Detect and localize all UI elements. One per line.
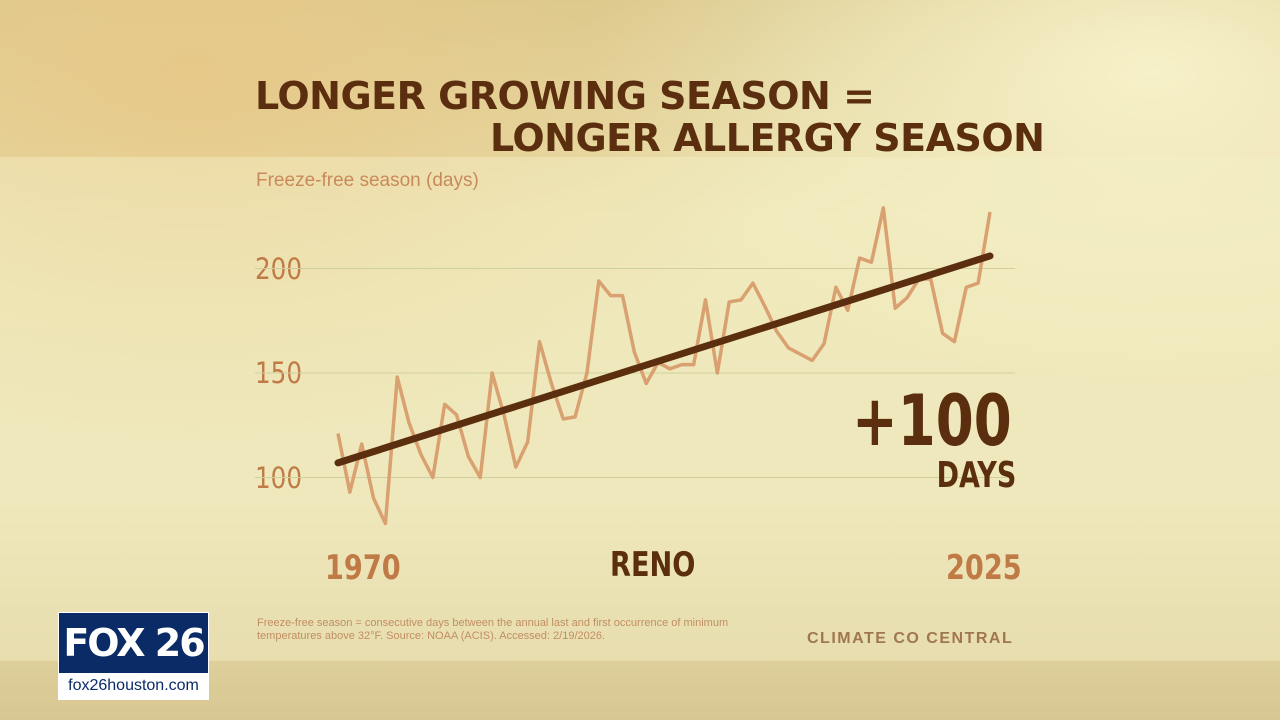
data-point-2024	[977, 282, 979, 284]
data-point-1984	[503, 414, 505, 416]
data-point-1979	[444, 403, 446, 405]
data-point-2004	[740, 299, 742, 301]
data-point-2012	[835, 286, 837, 288]
data-point-2003	[728, 301, 730, 303]
chart-panel	[0, 157, 1280, 661]
data-point-1998	[669, 368, 671, 370]
data-point-2014	[859, 257, 861, 259]
footnote-line-1: Freeze-free season = consecutive days be…	[257, 617, 729, 629]
title-line-2: LONGER ALLERGY SEASON	[490, 116, 1045, 160]
data-point-1986	[527, 441, 529, 443]
data-point-2008	[787, 347, 789, 349]
data-point-1982	[479, 477, 481, 478]
data-point-1985	[515, 466, 517, 468]
data-point-2009	[799, 353, 801, 355]
fox26-logo-name: FOX 26	[59, 613, 208, 673]
data-point-1976	[408, 422, 410, 424]
x-tick-1970: 1970	[325, 548, 401, 588]
data-point-1993	[610, 295, 612, 297]
y-axis-label: Freeze-free season (days)	[256, 170, 479, 191]
change-annotation: +100	[852, 380, 1012, 462]
data-point-2023	[965, 286, 967, 288]
data-point-2020	[930, 278, 932, 280]
data-point-1977	[420, 454, 422, 456]
footnote: Freeze-free season = consecutive days be…	[257, 617, 797, 643]
data-point-2005	[752, 282, 754, 284]
data-point-1992	[598, 280, 600, 282]
fox26-logo: FOX 26 fox26houston.com	[58, 612, 209, 700]
data-point-1994	[622, 295, 624, 297]
data-point-1973	[373, 497, 375, 499]
data-point-2022	[953, 341, 955, 343]
data-point-1978	[432, 477, 434, 478]
data-point-1987	[539, 341, 541, 343]
footnote-line-2: temperatures above 32°F. Source: NOAA (A…	[257, 630, 606, 642]
climate-central-logo: CLIMATE CO CENTRAL	[807, 630, 1014, 647]
fox26-logo-url: fox26houston.com	[59, 673, 208, 699]
data-point-2006	[764, 305, 766, 307]
data-point-2021	[942, 332, 944, 334]
data-point-1981	[467, 456, 469, 458]
data-point-2011	[823, 343, 825, 345]
data-point-1999	[681, 364, 683, 366]
data-point-2002	[716, 372, 718, 374]
data-point-2016	[882, 207, 884, 209]
title-line-1: LONGER GROWING SEASON =	[255, 74, 875, 118]
data-point-2017	[894, 307, 896, 309]
data-point-1995	[633, 351, 635, 353]
trend-line	[334, 252, 994, 467]
x-tick-2025: 2025	[946, 548, 1022, 588]
data-point-2000	[693, 364, 695, 366]
data-point-1971	[349, 491, 351, 493]
data-point-2015	[870, 261, 872, 263]
series-line-freeze-free	[336, 206, 992, 526]
data-point-2001	[704, 299, 706, 301]
city-label: RENO	[610, 545, 696, 585]
data-point-1980	[456, 414, 458, 416]
data-point-1983	[491, 372, 493, 374]
data-point-1990	[574, 416, 576, 418]
data-point-1996	[645, 382, 647, 384]
data-point-2013	[847, 309, 849, 311]
data-point-1989	[562, 418, 564, 420]
data-point-1988	[550, 382, 552, 384]
data-point-2007	[776, 330, 778, 332]
data-point-2025	[989, 211, 991, 213]
data-point-1991	[586, 372, 588, 374]
change-unit: DAYS	[936, 455, 1016, 496]
data-point-1974	[384, 522, 386, 524]
data-point-2010	[811, 359, 813, 361]
data-point-1970	[337, 433, 339, 435]
data-point-1972	[361, 443, 363, 445]
data-point-1975	[396, 376, 398, 378]
data-point-2018	[906, 297, 908, 299]
